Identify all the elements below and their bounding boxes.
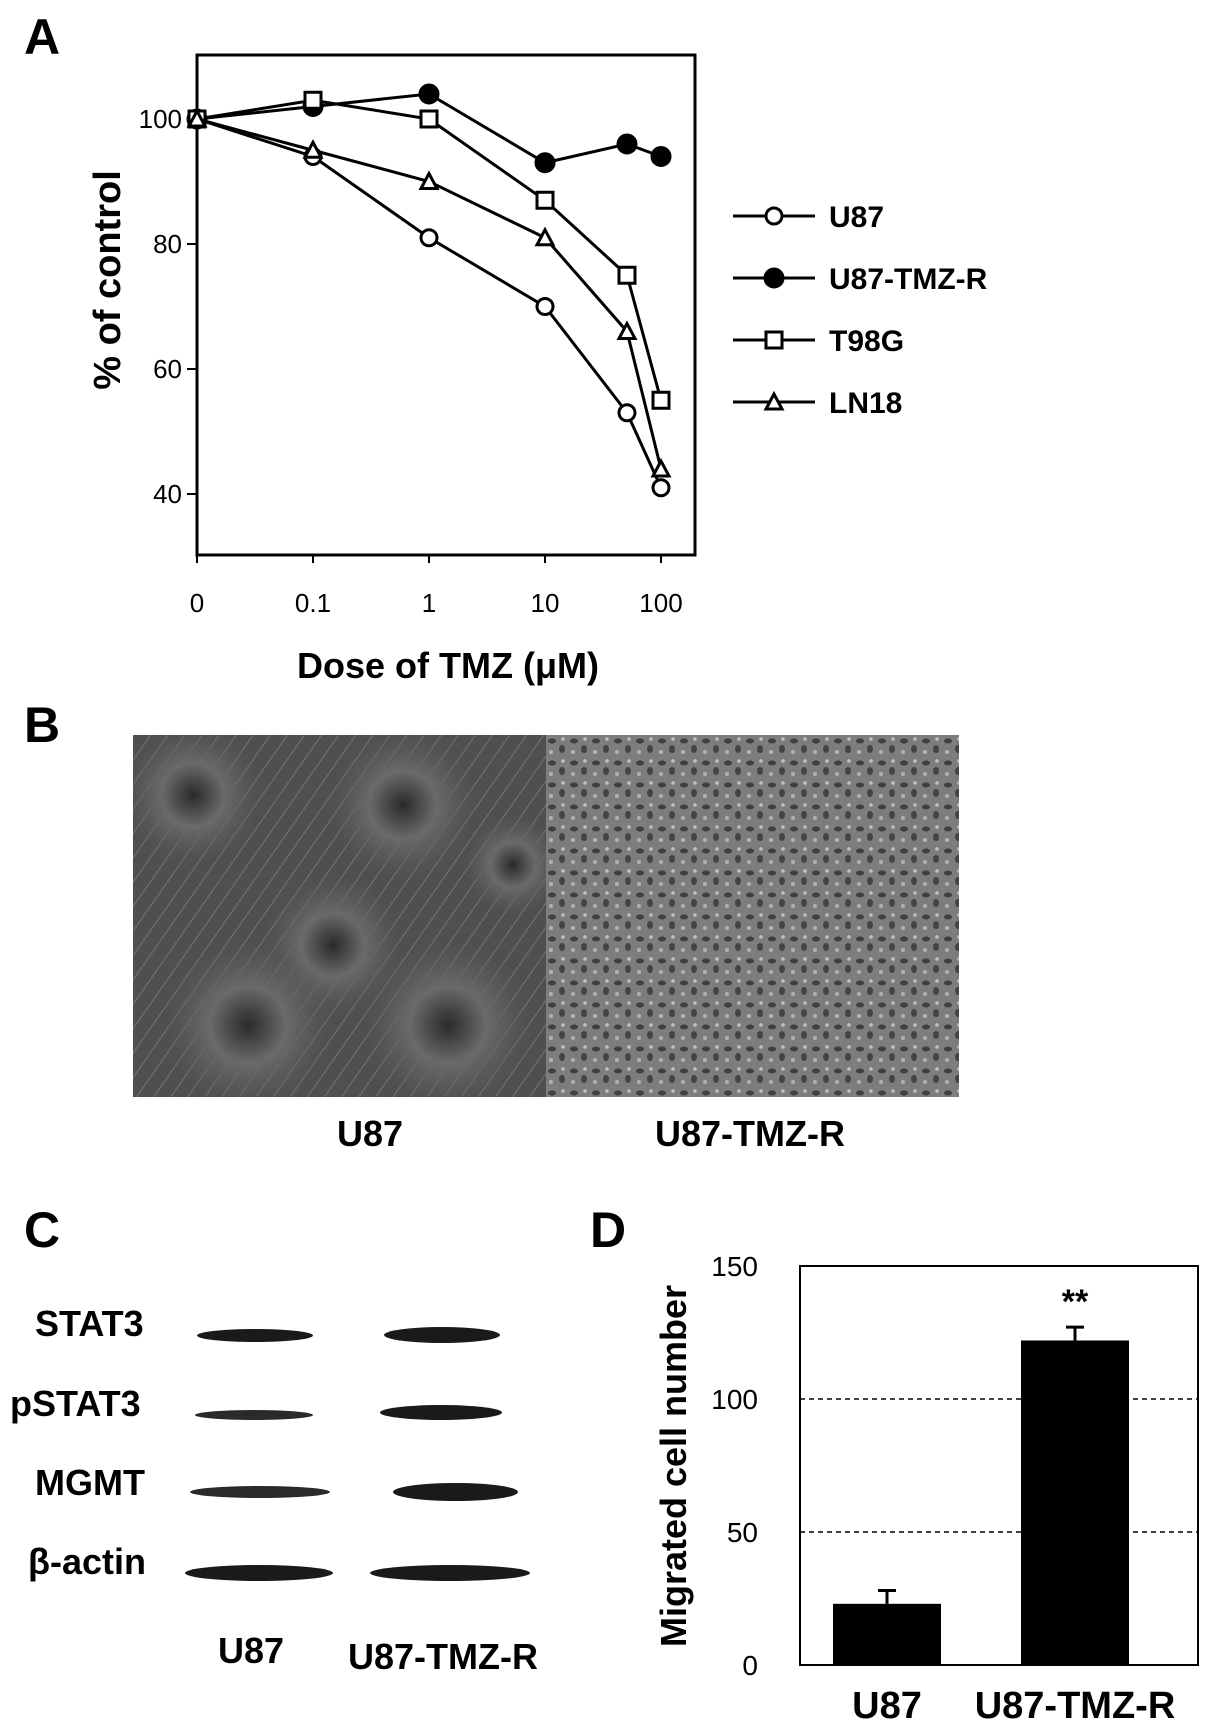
legend-entry: LN18 [733, 387, 902, 420]
series-line [196, 117, 663, 489]
y-tick-label: 60 [153, 354, 182, 384]
y-tick-label: 50 [727, 1517, 758, 1548]
blot-row-beta-actin: β-actin [28, 1541, 146, 1582]
series-line [196, 117, 663, 470]
data-point [650, 146, 672, 167]
x-tick-label: 10 [531, 588, 560, 618]
blot-band [190, 1486, 330, 1498]
x-tick-label: 0.1 [295, 588, 331, 618]
x-category-label: U87 [852, 1685, 922, 1727]
chart-d-frame [799, 1265, 1199, 1666]
data-point [763, 267, 785, 289]
y-tick-label: 100 [139, 104, 182, 134]
legend-label: T98G [829, 325, 904, 358]
data-point [764, 330, 784, 350]
data-point [616, 133, 638, 155]
x-tick-label: 0 [190, 588, 204, 618]
data-point [535, 190, 555, 210]
data-point [419, 228, 439, 248]
y-tick-label: 150 [711, 1251, 758, 1282]
panel-label-a: A [24, 9, 61, 65]
legend-label: LN18 [829, 387, 902, 420]
blot-lane-u87-tmz-r: U87-TMZ-R [348, 1636, 538, 1677]
x-tick-label: 100 [639, 588, 682, 618]
data-point [418, 83, 440, 105]
micrograph-label-u87-tmz-r: U87-TMZ-R [655, 1113, 845, 1154]
series-line [196, 98, 663, 401]
y-tick-label: 0 [742, 1650, 758, 1681]
blot-band [380, 1405, 502, 1420]
data-point [764, 206, 784, 226]
data-point [302, 139, 324, 159]
bar [833, 1603, 941, 1665]
significance-marker: ** [1062, 1283, 1089, 1321]
data-point [616, 320, 638, 340]
x-category-label: U87-TMZ-R [975, 1685, 1176, 1727]
chart-a-frame [195, 53, 697, 557]
panel-label-d: D [590, 1202, 627, 1258]
blot-band [384, 1327, 500, 1343]
y-tick-label: 100 [711, 1384, 758, 1415]
panel-label-b: B [24, 697, 61, 753]
panel-label-c: C [24, 1202, 61, 1258]
data-point [617, 403, 637, 423]
blot-band [393, 1483, 518, 1501]
chart-a-ylabel: % of control [87, 170, 129, 390]
blot-row-pstat3: pSTAT3 [10, 1383, 141, 1424]
data-point [534, 226, 556, 247]
blot-band [185, 1565, 333, 1581]
data-point [535, 297, 555, 316]
data-point [617, 265, 637, 285]
blot-band [370, 1565, 530, 1581]
legend-entry: U87 [733, 201, 884, 234]
dose-response-chart: 40 60 80 100 0 0.1 1 10 100 U87 U87-TMZ-R T98G LN18… [87, 53, 988, 686]
data-point [418, 170, 440, 190]
blot-band [197, 1329, 313, 1342]
y-tick-label: 40 [153, 479, 182, 509]
legend-label: U87 [829, 201, 884, 234]
data-point [419, 109, 439, 129]
series-ln18 [186, 107, 672, 478]
series-t98g [187, 90, 671, 410]
series-u87 [187, 109, 671, 498]
blot-row-stat3: STAT3 [35, 1303, 144, 1344]
y-tick-label: 80 [153, 229, 182, 259]
chart-a-xlabel: Dose of TMZ (μM) [297, 645, 599, 686]
data-point [651, 390, 671, 410]
micrograph-u87 [133, 735, 546, 1097]
legend-label: U87-TMZ-R [829, 263, 988, 296]
data-point [651, 478, 671, 498]
legend-entry: U87-TMZ-R [733, 263, 988, 296]
bar [1021, 1340, 1129, 1665]
blot-band [195, 1410, 313, 1420]
legend-entry: T98G [733, 325, 904, 358]
blot-lane-u87: U87 [218, 1630, 285, 1671]
data-point [186, 107, 208, 128]
x-tick-label: 1 [422, 588, 436, 618]
data-point [303, 90, 323, 110]
micrograph-label-u87: U87 [336, 1113, 404, 1154]
data-point [534, 152, 556, 174]
chart-d-ylabel: Migrated cell number [653, 1285, 694, 1647]
data-point [650, 457, 672, 478]
data-point [763, 390, 785, 411]
blot-row-mgmt: MGMT [35, 1462, 145, 1503]
micrograph-u87-tmz-r [546, 735, 959, 1097]
